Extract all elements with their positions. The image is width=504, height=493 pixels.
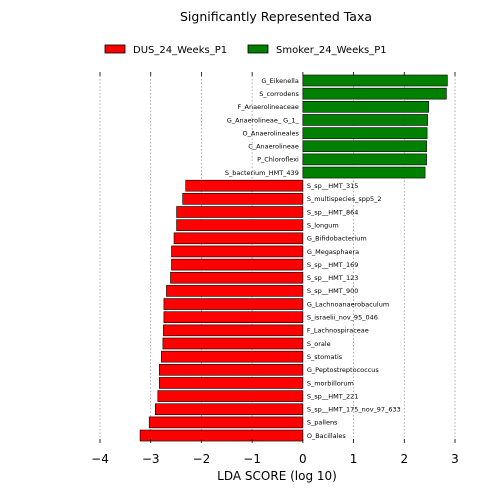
x-axis-ticks: −4 −3 −2 −1 0 1 2 3 [91, 72, 459, 466]
bar [302, 74, 448, 87]
bar-label: S_morbillorum [307, 379, 354, 387]
bar [302, 127, 428, 139]
x-tick-label: 3 [451, 452, 459, 466]
chart-title: Significantly Represented Taxa [180, 9, 372, 24]
bar-label: S_orale [307, 340, 331, 348]
bar [170, 271, 304, 284]
bar-label: S_sp__HMT_864 [307, 208, 359, 216]
legend-swatch-dus [104, 44, 126, 54]
bar-label: S_sp__HMT_315 [307, 182, 359, 190]
bar [166, 285, 304, 297]
bar-label: S_stomatis [307, 353, 343, 361]
bar-label: O_Anaerolineales [243, 129, 300, 137]
x-tick-label: −2 [193, 452, 211, 466]
bar [182, 193, 304, 205]
bar [161, 350, 304, 363]
bar [159, 363, 304, 376]
legend-label-dus: DUS_24_Weeks_P1 [133, 45, 227, 56]
bar [302, 87, 447, 100]
x-tick-label: 1 [350, 452, 358, 466]
bar-label: S_bacterium_HMT_439 [225, 169, 299, 177]
bars [139, 74, 448, 442]
bar-labels: G_Eikenella S_corrodens F_Anaerolineaceae G… [225, 77, 401, 440]
legend-label-smoker: Smoker_24_Weeks_P1 [276, 45, 387, 56]
bar-label: S_multispecies_spp5_2 [307, 195, 382, 203]
bar [162, 337, 304, 350]
bar [163, 324, 304, 337]
bar-label: S_israelii_nov_95_046 [307, 314, 378, 322]
bar [171, 245, 304, 258]
legend: DUS_24_Weeks_P1 Smoker_24_Weeks_P1 [104, 44, 387, 56]
x-tick-label: −3 [142, 452, 160, 466]
bar-label: S_longum [307, 221, 339, 229]
bar-label: S_sp__HMT_221 [307, 392, 359, 400]
bar-label: F_Anaerolineaceae [238, 103, 299, 111]
bar [302, 153, 427, 166]
bar-label: S_sp__HMT_123 [307, 274, 359, 282]
bar-label: S_sp__HMT_900 [307, 287, 359, 295]
x-tick-label: −4 [91, 452, 109, 466]
bar [163, 298, 304, 310]
bar [148, 416, 304, 429]
bar [302, 140, 427, 153]
bar-label: G_Lachnoanaerobaculum [307, 300, 389, 308]
legend-swatch-smoker [247, 44, 269, 54]
bar [302, 114, 428, 126]
bar [185, 179, 304, 192]
bar [302, 101, 429, 113]
bar [139, 429, 304, 442]
bar-label: G_Eikenella [261, 77, 298, 85]
bar-label: S_sp__HMT_169 [307, 261, 359, 269]
bar [173, 232, 304, 245]
x-axis-label: LDA SCORE (log 10) [217, 469, 337, 483]
bar-label: G_Megasphaera [307, 248, 359, 256]
bar-label: S_sp__HMT_175_nov_97_633 [307, 406, 401, 414]
x-tick-label: −1 [243, 452, 261, 466]
bar-label: S_corrodens [259, 90, 299, 98]
bar-label: F_Lachnospiraceae [307, 327, 369, 335]
bar-label: P_Chloroflexi [257, 156, 299, 164]
bar [154, 403, 304, 416]
bar-label: O_Bacillales [307, 432, 347, 440]
bar [302, 166, 426, 179]
bar [159, 377, 304, 389]
x-tick-label: 2 [400, 452, 408, 466]
bar-label: G_Peptostreptococcus [307, 366, 380, 374]
bar [171, 258, 304, 271]
bar [157, 390, 304, 402]
bar-label: S_pallens [307, 419, 338, 427]
bar-label: G_Bifidobacterium [307, 235, 367, 243]
bar [176, 206, 304, 218]
bar [176, 219, 304, 231]
bar-label: G_Anaerolineae_ G_1_ [227, 116, 300, 124]
x-tick-label: 0 [299, 452, 307, 466]
bar-label: C_Anaerolineae [248, 143, 299, 151]
bar [163, 311, 304, 324]
